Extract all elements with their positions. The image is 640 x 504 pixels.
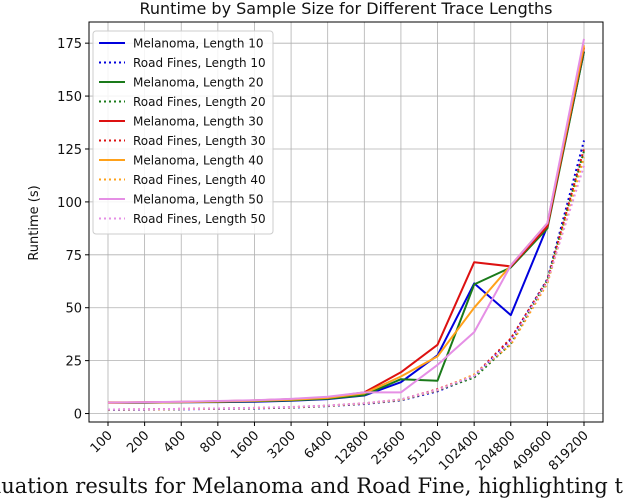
x-tick-label: 400 (161, 428, 189, 456)
legend-label: Road Fines, Length 30 (133, 134, 266, 148)
caption-text: aluation results for Melanoma and Road F… (0, 474, 623, 498)
x-tick-label: 100 (88, 428, 116, 456)
y-tick-label: 150 (57, 90, 82, 105)
chart-title: Runtime by Sample Size for Different Tra… (140, 0, 553, 18)
y-axis: 0 25 50 75 100 125 150 175 (57, 37, 89, 423)
x-tick-label: 102400 (436, 428, 482, 474)
legend-label: Melanoma, Length 30 (133, 115, 264, 129)
legend: Melanoma, Length 10 Road Fines, Length 10… (92, 30, 274, 235)
legend-label: Melanoma, Length 50 (133, 193, 264, 207)
x-tick-label: 200 (124, 428, 152, 456)
legend-label: Melanoma, Length 10 (133, 37, 264, 51)
legend-label: Melanoma, Length 20 (133, 76, 264, 90)
x-tick-label: 25600 (369, 428, 409, 468)
legend-label: Road Fines, Length 10 (133, 56, 266, 70)
legend-label: Road Fines, Length 50 (133, 212, 266, 226)
runtime-chart: Runtime by Sample Size for Different Tra… (27, 0, 604, 474)
x-tick-label: 6400 (302, 428, 336, 462)
y-tick-label: 125 (57, 143, 82, 158)
legend-label: Melanoma, Length 40 (133, 154, 264, 168)
x-tick-label: 819200 (546, 428, 592, 474)
y-tick-label: 100 (57, 196, 82, 211)
x-tick-label: 409600 (510, 428, 556, 474)
x-tick-label: 204800 (473, 428, 519, 474)
legend-label: Road Fines, Length 20 (133, 95, 266, 109)
plot-frame (88, 21, 604, 423)
series-line (107, 157, 585, 411)
series-layer (107, 38, 585, 411)
x-axis: 100 200 400 800 1600 3200 64001280025600512001… (88, 422, 592, 474)
y-tick-label: 50 (65, 302, 82, 317)
figure-caption: aluation results for Melanoma and Road F… (0, 474, 640, 498)
x-tick-label: 3200 (265, 428, 299, 462)
y-tick-label: 25 (65, 355, 82, 370)
x-tick-label: 12800 (332, 428, 372, 468)
series-line (107, 38, 585, 404)
y-axis-label: Runtime (s) (27, 185, 42, 260)
y-tick-label: 175 (57, 37, 82, 52)
legend-label: Road Fines, Length 40 (133, 173, 266, 187)
x-tick-label: 800 (198, 428, 226, 456)
y-tick-label: 0 (74, 408, 82, 423)
y-tick-label: 75 (65, 249, 82, 264)
x-tick-label: 1600 (228, 428, 262, 462)
legend-box (92, 30, 274, 235)
